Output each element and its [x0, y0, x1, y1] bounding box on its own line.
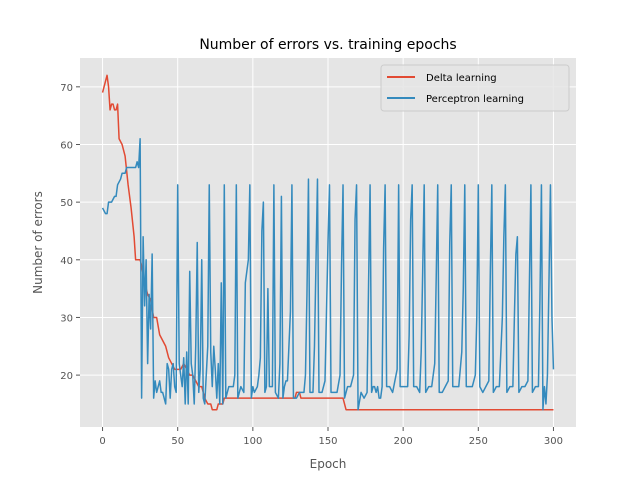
y-tick-label: 50: [60, 198, 73, 209]
series-line-perceptron-learning: [101, 137, 555, 411]
y-tick-label: 70: [60, 83, 73, 94]
y-tick-label: 40: [60, 256, 73, 267]
series-layer: [101, 74, 555, 411]
y-axis-label: Number of errors: [31, 191, 45, 294]
legend-box: [380, 64, 570, 112]
series-line-delta-learning: [101, 74, 554, 411]
x-tick-label: 200: [394, 436, 413, 447]
y-tick-label: 60: [60, 140, 73, 151]
x-tick-label: 150: [318, 436, 337, 447]
x-axis-ticks: 0 50 100 150 200 250 300: [99, 427, 563, 447]
legend: Delta learning Perceptron learning: [380, 64, 570, 112]
x-tick-label: 300: [544, 436, 563, 447]
y-axis-ticks: 20 30 40 50 60 70: [60, 83, 80, 382]
x-tick-label: 250: [469, 436, 488, 447]
chart-title: Number of errors vs. training epochs: [199, 37, 456, 53]
y-tick-label: 20: [60, 371, 73, 382]
legend-label: Delta learning: [426, 73, 497, 84]
y-tick-label: 30: [60, 313, 73, 324]
x-axis-label: Epoch: [310, 457, 347, 471]
x-tick-label: 50: [171, 436, 184, 447]
x-tick-label: 100: [243, 436, 262, 447]
legend-label: Perceptron learning: [426, 94, 524, 105]
x-tick-label: 0: [99, 436, 105, 447]
